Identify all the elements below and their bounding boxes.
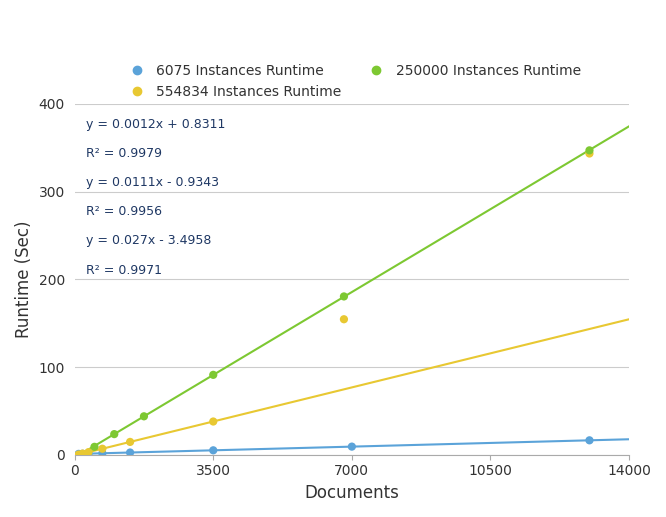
Text: R² = 0.9979: R² = 0.9979	[86, 147, 162, 160]
Point	[73, 450, 84, 459]
Point	[97, 445, 108, 453]
Point	[208, 371, 218, 379]
Text: R² = 0.9971: R² = 0.9971	[86, 264, 162, 277]
Point	[125, 448, 135, 457]
Point	[73, 450, 84, 458]
Point	[109, 430, 120, 438]
Point	[89, 443, 100, 451]
Point	[584, 149, 595, 158]
Point	[97, 449, 108, 458]
Point	[338, 315, 349, 323]
Point	[346, 443, 357, 451]
Point	[83, 448, 94, 457]
Point	[77, 449, 88, 458]
Y-axis label: Runtime (Sec): Runtime (Sec)	[15, 221, 33, 338]
Text: y = 0.0111x - 0.9343: y = 0.0111x - 0.9343	[86, 176, 218, 189]
Point	[77, 450, 88, 458]
Text: y = 0.027x - 3.4958: y = 0.027x - 3.4958	[86, 234, 211, 248]
X-axis label: Documents: Documents	[304, 484, 400, 502]
Point	[208, 417, 218, 425]
Point	[139, 412, 149, 420]
Point	[83, 449, 94, 458]
Point	[584, 146, 595, 155]
Point	[338, 292, 349, 300]
Point	[208, 446, 218, 454]
Point	[125, 438, 135, 446]
Text: y = 0.0012x + 0.8311: y = 0.0012x + 0.8311	[86, 118, 225, 131]
Text: R² = 0.9956: R² = 0.9956	[86, 205, 162, 218]
Legend: 6075 Instances Runtime, 554834 Instances Runtime, 250000 Instances Runtime: 6075 Instances Runtime, 554834 Instances…	[117, 58, 586, 104]
Point	[584, 436, 595, 445]
